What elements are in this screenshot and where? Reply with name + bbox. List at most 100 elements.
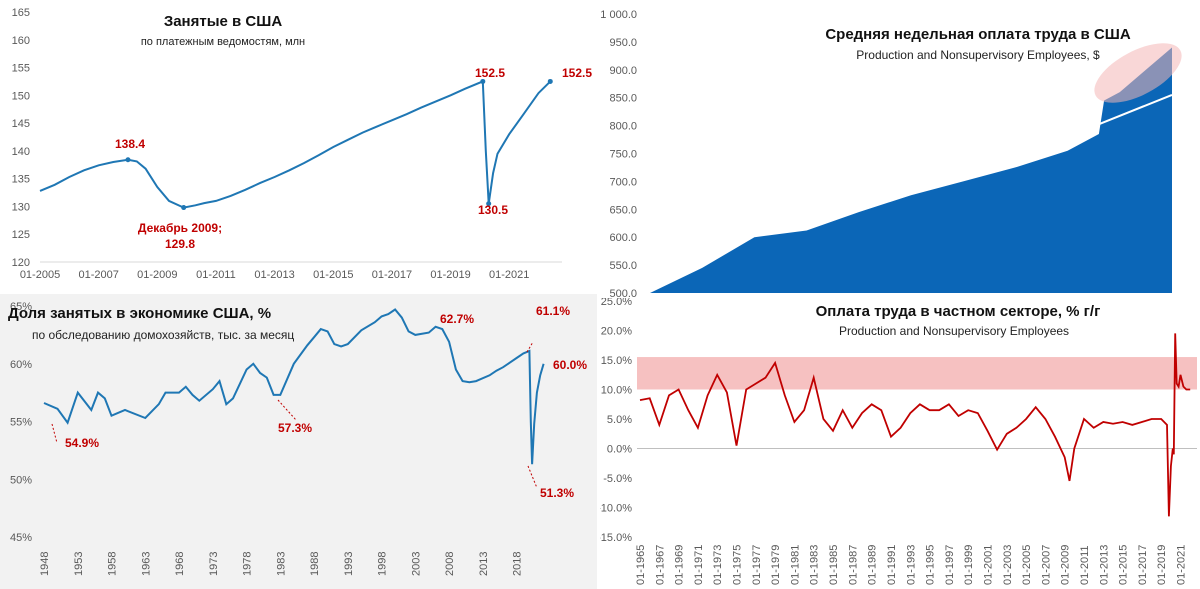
emp-ratio-x-tick-label: 1958 <box>107 552 119 576</box>
emp-ratio-x-tick-label: 1968 <box>174 552 186 576</box>
private-pay-x-tick-label: 01-1971 <box>693 545 705 585</box>
employment-title: Занятые в США <box>164 13 283 30</box>
private-pay-x-tick-label: 01-2009 <box>1060 545 1072 585</box>
employment-y-tick-label: 155 <box>12 63 30 75</box>
private-pay-x-tick-label: 01-1985 <box>828 545 840 585</box>
emp-ratio-subtitle: по обследованию домохозяйств, тыс. за ме… <box>32 328 294 342</box>
annotation-peak-2008: 138.4 <box>115 137 145 151</box>
employment-series-line <box>39 79 552 209</box>
private-pay-x-tick-label: 01-1995 <box>925 545 937 585</box>
private-pay-y-tick-label: -15.0% <box>600 532 632 544</box>
leader-line-2020-peak <box>526 341 534 353</box>
employment-y-tick-label: 160 <box>12 35 30 47</box>
private-pay-title: Оплата труда в частном секторе, % г/г <box>816 303 1101 320</box>
private-pay-x-tick-label: 01-1991 <box>886 545 898 585</box>
employment-x-tick-label: 01-2017 <box>372 269 412 281</box>
annotation-2007-high: 62.7% <box>440 312 474 326</box>
weekly-pay-y-tick-label: 700.0 <box>609 176 637 188</box>
weekly-pay-y-tick-label: 650.0 <box>609 204 637 216</box>
annotation-december-2009: Декабрь 2009; <box>138 221 222 235</box>
emp-ratio-x-tick-label: 2003 <box>410 552 422 576</box>
leader-line-1982 <box>277 399 297 421</box>
employment-chart-panel: 120 125 130 135 140 145 150 155 160 165 01-2005 01-… <box>0 0 597 292</box>
private-pay-x-tick-label: 01-2021 <box>1176 545 1188 585</box>
weekly-pay-y-tick-label: 850.0 <box>609 93 637 105</box>
private-pay-x-tick-label: 01-1977 <box>751 545 763 585</box>
emp-ratio-y-tick-label: 65% <box>10 301 32 313</box>
employment-y-tick-label: 125 <box>12 229 30 241</box>
private-pay-x-tick-label: 01-2005 <box>1021 545 1033 585</box>
private-pay-y-tick-label: 10.0% <box>601 385 632 397</box>
annotation-1951-low: 54.9% <box>65 436 99 450</box>
weekly-pay-y-tick-label: 800.0 <box>609 121 637 133</box>
weekly-pay-trend-line <box>1025 93 1173 155</box>
private-pay-x-tick-label: 01-1983 <box>809 545 821 585</box>
employment-x-tick-label: 01-2009 <box>137 269 177 281</box>
employment-x-tick-label: 01-2007 <box>78 269 118 281</box>
emp-ratio-x-tick-label: 1993 <box>343 552 355 576</box>
emp-ratio-x-tick-label: 1978 <box>242 552 254 576</box>
emp-ratio-x-tick-label: 1948 <box>39 552 51 576</box>
weekly-pay-y-tick-label: 950.0 <box>609 37 637 49</box>
weekly-pay-subtitle: Production and Nonsupervisory Employees,… <box>856 48 1100 62</box>
annotation-trough-2009: 129.8 <box>165 237 195 251</box>
private-pay-x-tick-label: 01-2007 <box>1040 545 1052 585</box>
weekly-pay-y-tick-label: 1 000.0 <box>600 9 637 21</box>
annotation-latest: 60.0% <box>553 358 587 372</box>
private-pay-y-tick-label: -5.0% <box>603 473 632 485</box>
emp-ratio-y-tick-label: 50% <box>10 474 32 486</box>
employment-y-tick-label: 135 <box>12 174 30 186</box>
emp-ratio-y-tick-label: 45% <box>10 532 32 544</box>
emp-ratio-x-tick-label: 1973 <box>208 552 220 576</box>
employment-y-tick-label: 150 <box>12 90 30 102</box>
emp-ratio-x-tick-label: 1953 <box>73 552 85 576</box>
employment-y-tick-label: 140 <box>12 146 30 158</box>
private-pay-subtitle: Production and Nonsupervisory Employees <box>839 324 1069 338</box>
private-pay-x-tick-label: 01-1967 <box>654 545 666 585</box>
annotation-latest: 152.5 <box>562 66 592 80</box>
private-pay-x-tick-label: 01-1973 <box>712 545 724 585</box>
private-pay-x-tick-label: 01-2001 <box>982 545 994 585</box>
private-pay-x-tick-label: 01-1997 <box>944 545 956 585</box>
annotation-1982-low: 57.3% <box>278 421 312 435</box>
private-pay-x-tick-label: 01-1965 <box>635 545 647 585</box>
weekly-pay-area <box>650 47 1172 293</box>
emp-ratio-y-tick-label: 55% <box>10 417 32 429</box>
private-pay-x-tick-label: 01-2019 <box>1156 545 1168 585</box>
employment-x-tick-label: 01-2013 <box>254 269 294 281</box>
employment-y-tick-label: 130 <box>12 201 30 213</box>
annotation-2020-trough: 51.3% <box>540 486 574 500</box>
private-pay-y-tick-label: 20.0% <box>601 326 632 338</box>
employment-chart: 120 125 130 135 140 145 150 155 160 165 01-2005 01-… <box>12 7 593 281</box>
private-pay-band <box>637 357 1197 390</box>
emp-ratio-x-tick-label: 2018 <box>512 552 524 576</box>
weekly-pay-chart-panel: 500.0 550.0 600.0 650.0 700.0 750.0 800.0 850.0… <box>600 0 1200 297</box>
private-pay-y-tick-label: 25.0% <box>601 298 632 308</box>
emp-ratio-series-line <box>43 308 545 465</box>
private-pay-x-tick-label: 01-2017 <box>1137 545 1149 585</box>
emp-ratio-x-tick-label: 1998 <box>377 552 389 576</box>
employment-y-tick-label: 165 <box>12 7 30 19</box>
private-pay-y-tick-label: 5.0% <box>607 414 632 426</box>
private-pay-x-tick-label: 01-1975 <box>732 545 744 585</box>
weekly-pay-y-tick-label: 500.0 <box>609 288 637 297</box>
leader-line-2020-trough <box>527 465 538 489</box>
private-pay-x-tick-label: 01-2015 <box>1118 545 1130 585</box>
annotation-2020-peak: 61.1% <box>536 304 570 318</box>
private-pay-x-tick-label: 01-1993 <box>905 545 917 585</box>
private-pay-y-tick-label: 15.0% <box>601 355 632 367</box>
emp-ratio-chart: 45% 50% 55% 60% 65% 1948 1953 1958 1963 1968 1973 1… <box>8 301 587 576</box>
weekly-pay-y-tick-label: 750.0 <box>609 149 637 161</box>
emp-ratio-x-tick-label: 1983 <box>275 552 287 576</box>
emp-ratio-x-tick-label: 2013 <box>478 552 490 576</box>
emp-ratio-x-tick-label: 2008 <box>444 552 456 576</box>
annotation-trough-2020: 130.5 <box>478 203 508 217</box>
employment-x-tick-label: 01-2005 <box>20 269 60 281</box>
employment-x-tick-label: 01-2019 <box>430 269 470 281</box>
private-pay-x-tick-label: 01-2003 <box>1002 545 1014 585</box>
employment-x-tick-label: 01-2021 <box>489 269 529 281</box>
emp-ratio-x-tick-label: 1963 <box>140 552 152 576</box>
leader-line-1951 <box>51 423 58 444</box>
weekly-pay-highlight <box>1094 43 1182 103</box>
private-pay-x-tick-label: 01-1979 <box>770 545 782 585</box>
